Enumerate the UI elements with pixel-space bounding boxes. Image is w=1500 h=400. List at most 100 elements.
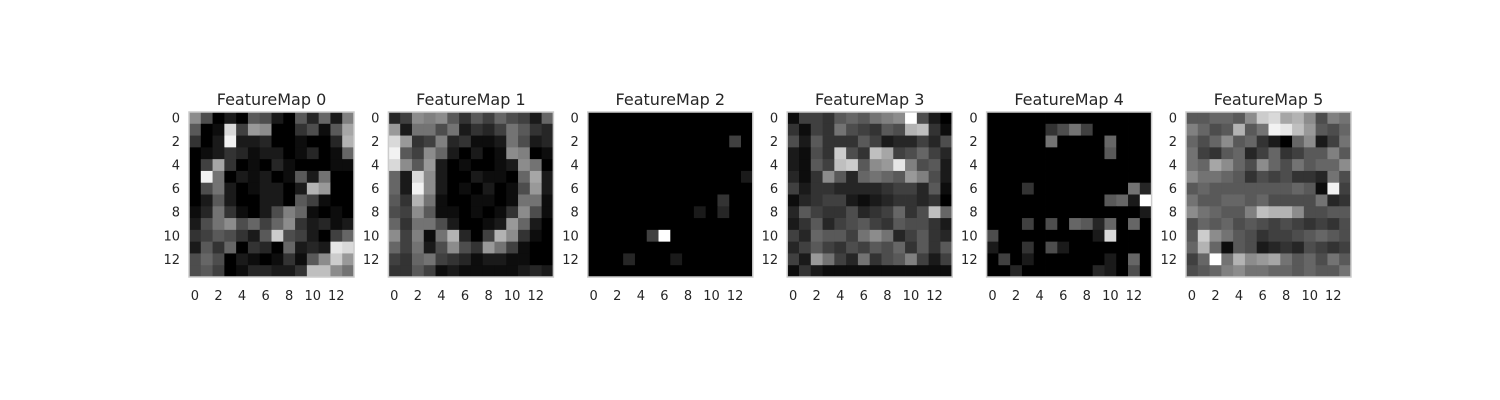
heatmap-cell bbox=[670, 135, 683, 148]
heatmap-cell bbox=[1021, 147, 1035, 160]
heatmap-cell bbox=[1186, 218, 1199, 231]
heatmap-cell bbox=[400, 229, 413, 243]
heatmap-cell bbox=[1197, 159, 1210, 172]
heatmap-cell bbox=[1080, 253, 1094, 266]
heatmap-cell bbox=[283, 170, 296, 184]
heatmap-cell bbox=[1033, 123, 1046, 136]
heatmap-cell bbox=[1092, 135, 1105, 148]
heatmap-cell bbox=[810, 218, 823, 231]
heatmap-cell bbox=[342, 253, 355, 266]
heatmap-cell bbox=[634, 170, 648, 184]
heatmap-cell bbox=[529, 206, 543, 219]
heatmap-cell bbox=[506, 241, 519, 254]
heatmap-cell bbox=[741, 218, 754, 231]
heatmap-cell bbox=[798, 229, 812, 243]
heatmap-cell bbox=[529, 229, 543, 243]
heatmap-cell bbox=[857, 182, 871, 195]
x-tick-label: 2 bbox=[214, 289, 222, 304]
heatmap-cell bbox=[388, 182, 401, 195]
x-tick-label: 2 bbox=[1012, 289, 1020, 304]
heatmap-cell bbox=[541, 194, 554, 207]
heatmap-cell bbox=[623, 194, 636, 207]
heatmap-cell bbox=[1280, 194, 1293, 207]
heatmap-cell bbox=[1092, 123, 1105, 136]
x-tick-label: 6 bbox=[261, 289, 269, 304]
heatmap-cell bbox=[247, 135, 261, 148]
heatmap-cell bbox=[1327, 206, 1340, 219]
heatmap-cell bbox=[729, 147, 742, 160]
heatmap-cell bbox=[846, 206, 859, 219]
heatmap-cell bbox=[388, 147, 401, 160]
heatmap-cell bbox=[986, 112, 999, 125]
heatmap-cell bbox=[1327, 123, 1340, 136]
heatmap-cell bbox=[212, 123, 225, 136]
heatmap-cell bbox=[1057, 112, 1070, 125]
heatmap-cell bbox=[810, 182, 823, 195]
heatmap-cell bbox=[1186, 135, 1199, 148]
x-tick-label: 2 bbox=[613, 289, 621, 304]
heatmap-cell bbox=[869, 265, 882, 278]
heatmap-cell bbox=[283, 265, 296, 278]
heatmap-cell bbox=[705, 135, 718, 148]
heatmap-cell bbox=[893, 194, 906, 207]
heatmap-cell bbox=[928, 182, 941, 195]
heatmap-cell bbox=[587, 265, 600, 278]
heatmap-cell bbox=[1315, 170, 1328, 184]
heatmap-cell bbox=[259, 170, 272, 184]
heatmap-cell bbox=[259, 112, 272, 125]
heatmap-cell bbox=[599, 159, 612, 172]
heatmap-cell bbox=[646, 218, 659, 231]
heatmap-cell bbox=[1221, 147, 1234, 160]
heatmap-cell bbox=[1092, 159, 1105, 172]
heatmap-cell bbox=[1221, 170, 1234, 184]
heatmap-cell bbox=[1315, 123, 1328, 136]
heatmap-cell bbox=[634, 265, 648, 278]
heatmap-cell bbox=[200, 253, 213, 266]
heatmap-cell bbox=[705, 241, 718, 254]
heatmap-cell bbox=[741, 147, 754, 160]
heatmap-cell bbox=[470, 170, 484, 184]
heatmap-cell bbox=[1315, 241, 1328, 254]
heatmap-cell bbox=[1080, 229, 1094, 243]
heatmap-cell bbox=[928, 170, 941, 184]
heatmap-cell bbox=[1268, 206, 1281, 219]
heatmap-cell bbox=[541, 135, 554, 148]
heatmap-cell bbox=[834, 147, 847, 160]
heatmap-cell bbox=[1197, 265, 1210, 278]
x-tick-label: 0 bbox=[1188, 289, 1196, 304]
heatmap-cell bbox=[729, 135, 742, 148]
heatmap-cell bbox=[787, 194, 800, 207]
heatmap-cell bbox=[1209, 182, 1222, 195]
heatmap-cell bbox=[1315, 159, 1328, 172]
heatmap-cell bbox=[1303, 241, 1317, 254]
heatmap-cell bbox=[224, 182, 237, 195]
heatmap-cell bbox=[611, 135, 624, 148]
heatmap-cell bbox=[893, 229, 906, 243]
heatmap-cell bbox=[834, 112, 847, 125]
heatmap-cell bbox=[200, 112, 213, 125]
heatmap-cell bbox=[224, 206, 237, 219]
heatmap-cell bbox=[881, 206, 894, 219]
heatmap-cell bbox=[1104, 206, 1117, 219]
x-tick-label: 8 bbox=[1083, 289, 1091, 304]
heatmap-cell bbox=[423, 206, 436, 219]
x-tick-label: 6 bbox=[1059, 289, 1067, 304]
heatmap-cell bbox=[881, 135, 894, 148]
heatmap-cell bbox=[1268, 229, 1281, 243]
heatmap-cell bbox=[998, 218, 1011, 231]
heatmap-cell bbox=[787, 135, 800, 148]
heatmap-cell bbox=[482, 123, 495, 136]
heatmap-cell bbox=[1303, 194, 1317, 207]
heatmap-cell bbox=[1268, 194, 1281, 207]
heatmap-cell bbox=[881, 159, 894, 172]
heatmap-cell bbox=[1069, 206, 1082, 219]
heatmap-cell bbox=[905, 135, 918, 148]
heatmap-cell bbox=[518, 135, 531, 148]
heatmap-cell bbox=[1233, 229, 1246, 243]
heatmap-cell bbox=[435, 159, 448, 172]
heatmap-cell bbox=[435, 206, 448, 219]
heatmap-cell bbox=[470, 241, 484, 254]
heatmap-cell bbox=[1268, 182, 1281, 195]
heatmap-cell bbox=[506, 112, 519, 125]
